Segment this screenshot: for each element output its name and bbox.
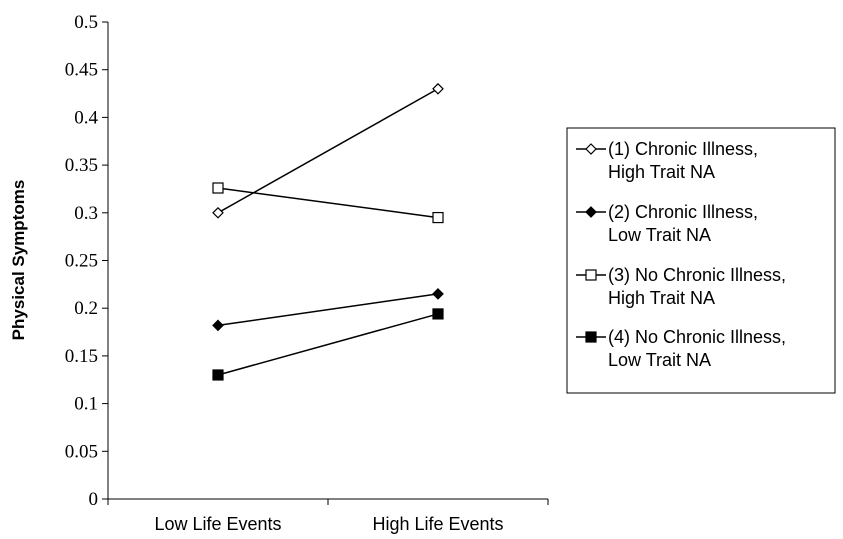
y-tick-label: 0 <box>89 489 99 510</box>
series-line-2 <box>217 293 439 327</box>
series-2-point <box>432 288 444 300</box>
series-line-4 <box>217 313 439 376</box>
y-tick-label: 0.35 <box>65 155 98 176</box>
series-line-3 <box>217 187 439 219</box>
legend-marker-2 <box>585 206 597 218</box>
y-tick-label: 0.15 <box>65 346 98 367</box>
y-tick-label: 0.2 <box>74 298 98 319</box>
legend-label-3-line2: High Trait NA <box>608 288 715 308</box>
series-3-point <box>432 211 444 224</box>
x-tick-label: High Life Events <box>372 514 503 534</box>
x-tick-label: Low Life Events <box>154 514 281 534</box>
y-tick-label: 0.45 <box>65 60 98 81</box>
y-tick-label: 0.4 <box>74 107 98 128</box>
y-tick-label: 0.25 <box>65 251 98 272</box>
y-tick-label: 0.1 <box>74 394 98 415</box>
legend-label-2: (2) Chronic Illness, <box>608 202 758 222</box>
legend-label-1-line2: High Trait NA <box>608 162 715 182</box>
legend-label-1: (1) Chronic Illness, <box>608 139 758 159</box>
legend-marker-4 <box>585 331 597 343</box>
legend-label-2-line2: Low Trait NA <box>608 225 711 245</box>
y-axis-label: Physical Symptoms <box>9 180 28 341</box>
series-4-point <box>212 369 224 381</box>
legend-box <box>566 127 836 394</box>
series-2-point <box>212 319 224 332</box>
y-tick-label: 0.05 <box>65 441 98 462</box>
y-tick-label: 0.3 <box>74 203 98 224</box>
legend: (1) Chronic Illness, High Trait NA (2) Chr… <box>566 127 836 394</box>
series-1-point <box>432 82 444 95</box>
legend-label-4: (4) No Chronic Illness, <box>608 327 786 347</box>
legend-label-4-line2: Low Trait NA <box>608 350 711 370</box>
series-4-point <box>432 308 444 320</box>
series-1-point <box>212 206 224 219</box>
legend-label-3: (3) No Chronic Illness, <box>608 265 786 285</box>
legend-marker-1 <box>585 143 597 155</box>
legend-marker-3 <box>585 269 597 281</box>
series-line-1 <box>217 88 439 214</box>
plot-area: 0 0.05 0.1 0.15 0.2 0.25 0.3 0.35 0.4 0.45 0.5 Low … <box>65 12 549 534</box>
y-tick-label: 0.5 <box>74 12 98 33</box>
series-3-point <box>212 182 224 194</box>
